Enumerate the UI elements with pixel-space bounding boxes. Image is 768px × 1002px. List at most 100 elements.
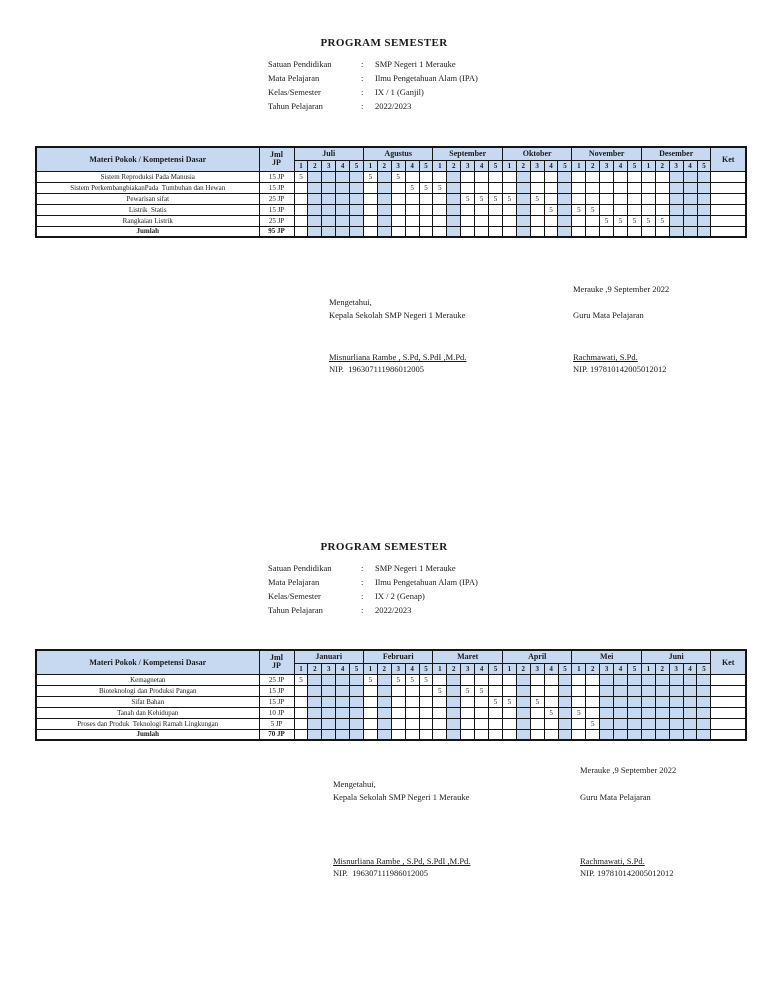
jml-header-line: Jml — [270, 149, 283, 159]
week-cell — [488, 717, 503, 730]
week-cell — [474, 673, 490, 686]
jml-header-line: JP — [272, 158, 281, 168]
week-cell — [335, 673, 351, 686]
week-cell — [460, 170, 476, 183]
week-number-header: 4 — [335, 159, 351, 172]
week-cell — [390, 225, 406, 238]
table-row: Rangkaian Listrik 25 JP 5 5 5 5 5 — [35, 214, 747, 227]
week-cell: 5 — [293, 673, 309, 686]
week-cell — [321, 728, 337, 741]
week-cell — [307, 203, 323, 216]
week-cell: 5 — [390, 170, 406, 183]
week-number-header: 2 — [515, 662, 531, 675]
ket-cell — [710, 728, 747, 741]
week-cell — [307, 717, 323, 730]
month-header: Juli — [293, 146, 364, 161]
week-cell — [432, 728, 448, 741]
week-cell — [543, 192, 559, 205]
week-cell: 5 — [474, 684, 490, 697]
week-cell — [501, 717, 517, 730]
week-cell — [404, 203, 420, 216]
week-cell — [613, 684, 628, 697]
meta-separator: : — [361, 101, 364, 111]
materi-cell: Sistem Reproduksi Pada Manusia — [35, 170, 260, 183]
month-header: Mei — [571, 649, 642, 664]
week-number-header: 2 — [446, 662, 462, 675]
week-cell — [613, 203, 628, 216]
week-cell: 5 — [432, 181, 448, 194]
week-cell — [599, 203, 615, 216]
week-cell — [682, 673, 698, 686]
meta-value: IX / 2 (Genap) — [375, 591, 425, 601]
week-cell — [362, 706, 378, 719]
materi-cell: Bioteknologi dan Produksi Pangan — [35, 684, 260, 697]
signature-kepala-nip: NIP. 196307111986012005 — [333, 868, 428, 878]
total-jml-cell: 70 JP — [258, 728, 295, 741]
week-cell — [418, 717, 434, 730]
week-cell — [446, 695, 462, 708]
week-cell — [307, 684, 323, 697]
week-number-header: 3 — [321, 662, 337, 675]
table-row: Bioteknologi dan Produksi Pangan 15 JP 5 5 5 — [35, 684, 747, 697]
week-cell: 5 — [529, 192, 545, 205]
week-number-header: 3 — [390, 159, 406, 172]
week-cell — [376, 706, 392, 719]
week-cell — [460, 728, 476, 741]
week-cell — [418, 192, 434, 205]
week-cell — [543, 695, 559, 708]
week-cell — [529, 684, 545, 697]
week-cell: 5 — [432, 684, 448, 697]
week-cell — [335, 684, 351, 697]
meta-separator: : — [361, 87, 364, 97]
week-cell — [571, 170, 587, 183]
week-cell — [557, 181, 573, 194]
week-cell — [668, 225, 684, 238]
week-cell — [557, 192, 573, 205]
week-cell — [418, 203, 434, 216]
table-row: Sistem PerkembangbiakanPada Tumbuhan dan… — [35, 181, 747, 194]
week-cell — [585, 728, 601, 741]
week-cell — [543, 673, 559, 686]
week-cell — [599, 673, 615, 686]
month-header: Desember — [640, 146, 712, 161]
meta-label: Tahun Pelajaran — [268, 605, 323, 615]
meta-row: Satuan Pendidikan: SMP Negeri 1 Merauke — [268, 57, 478, 71]
week-cell — [654, 684, 670, 697]
week-cell — [613, 170, 628, 183]
meta-value: 2022/2023 — [375, 101, 412, 111]
week-number-header: 2 — [585, 159, 601, 172]
week-cell — [682, 203, 698, 216]
meta-value: IX / 1 (Ganjil) — [375, 87, 424, 97]
week-number-header: 3 — [529, 662, 545, 675]
week-cell — [557, 684, 573, 697]
signature-place-date: Merauke ,9 September 2022 — [580, 765, 677, 775]
week-cell — [460, 214, 476, 227]
week-cell — [557, 203, 573, 216]
signature-kepala-sekolah: Kepala Sekolah SMP Negeri 1 Merauke — [333, 792, 470, 802]
month-header: Januari — [293, 649, 364, 664]
week-cell — [335, 225, 351, 238]
week-cell — [654, 717, 670, 730]
week-cell — [696, 203, 712, 216]
jml-cell: 25 JP — [258, 214, 295, 227]
week-number-header: 1 — [501, 159, 517, 172]
week-number-header: 1 — [640, 662, 656, 675]
week-number-header: 4 — [335, 662, 351, 675]
week-cell — [585, 192, 601, 205]
week-number-header: 5 — [349, 662, 364, 675]
week-cell — [321, 192, 337, 205]
week-cell — [349, 695, 364, 708]
week-cell — [321, 170, 337, 183]
week-cell — [654, 225, 670, 238]
week-cell — [640, 695, 656, 708]
week-cell — [293, 706, 309, 719]
week-cell — [668, 684, 684, 697]
week-number-header: 3 — [321, 159, 337, 172]
week-cell: 5 — [488, 192, 503, 205]
ket-cell — [710, 717, 747, 730]
week-number-header: 3 — [460, 159, 476, 172]
week-number-header: 1 — [362, 662, 378, 675]
week-cell: 5 — [293, 170, 309, 183]
week-number-header: 2 — [515, 159, 531, 172]
week-cell — [335, 728, 351, 741]
